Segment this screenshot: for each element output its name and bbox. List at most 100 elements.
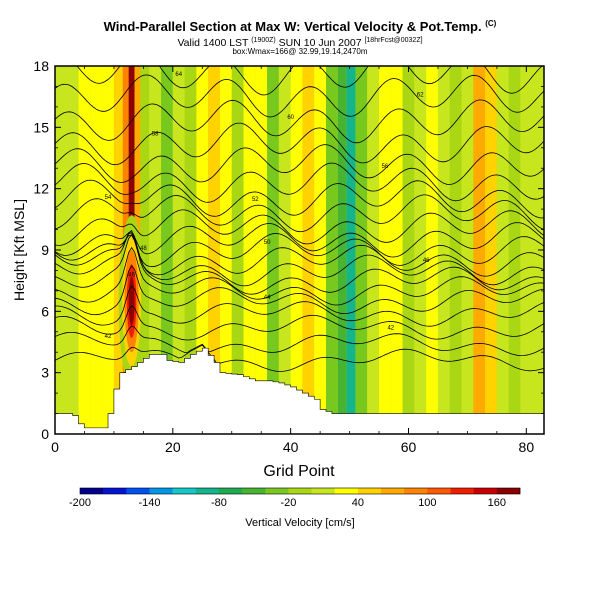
y-tick-label: 15 — [33, 119, 49, 135]
colorbar-tick-label: 160 — [488, 497, 506, 509]
w-column — [520, 66, 533, 434]
colorbar-tick-label: 40 — [352, 497, 364, 509]
isentrope-line — [55, 74, 544, 118]
colorbar-swatch — [172, 488, 197, 494]
colorbar-swatch — [311, 488, 336, 494]
w-column — [426, 66, 438, 434]
x-tick-label: 20 — [165, 439, 181, 455]
colorbar-swatch — [265, 488, 289, 494]
isentrope-label: 60 — [287, 115, 294, 121]
colorbar-swatch — [496, 488, 521, 494]
w-column — [390, 66, 403, 434]
w-column — [90, 66, 103, 434]
colorbar-tick-label: -200 — [69, 497, 91, 509]
colorbar-swatch — [242, 488, 266, 494]
isentrope-label: 48 — [140, 246, 147, 252]
w-column — [149, 66, 162, 434]
w-column — [161, 66, 173, 434]
updraft-core — [128, 276, 135, 326]
colorbar-swatch — [103, 488, 127, 494]
w-column — [231, 66, 244, 434]
w-column — [379, 66, 391, 434]
isentrope-label: 42 — [105, 334, 112, 340]
colorbar: -200 -140 -80 -20 40 100 160 — [69, 487, 521, 509]
w-column — [208, 66, 220, 434]
y-tick-label: 12 — [33, 181, 49, 197]
colorbar-swatch — [218, 488, 243, 494]
w-column — [496, 66, 509, 434]
valid-time: Valid 1400 LST — [177, 37, 249, 49]
isentrope-line — [55, 246, 544, 306]
colorbar-swatch — [195, 488, 220, 494]
isentrope-label: 58 — [152, 131, 159, 137]
x-tick-label: 60 — [401, 439, 417, 455]
colorbar-swatch — [427, 488, 451, 494]
terrain-profile — [55, 347, 544, 434]
colorbar-swatch — [80, 488, 104, 494]
colorbar-swatch — [334, 488, 359, 494]
y-axis-label: Height [Kft MSL] — [11, 199, 27, 301]
w-column — [219, 66, 232, 434]
isentrope-label: 46 — [423, 258, 430, 264]
box-max-info: box:Wmax=166@ 32.99,19.14,2470m — [232, 47, 368, 56]
y-tick-label: 18 — [33, 58, 49, 74]
w-column — [184, 66, 197, 434]
chart-subtitle: Valid 1400 LST (1900Z) SUN 10 Jun 2007 [… — [0, 37, 600, 49]
w-column — [140, 66, 150, 434]
terrain — [55, 347, 544, 434]
isentrope-line — [55, 222, 544, 258]
x-tick-label: 0 — [51, 439, 59, 455]
w-column — [437, 66, 450, 434]
colorbar-swatch — [149, 488, 173, 494]
valid-date: SUN 10 Jun 2007 — [278, 37, 362, 49]
isentrope-line — [55, 144, 544, 185]
isentrope-label: 50 — [264, 240, 271, 246]
chart-title-note: (C) — [485, 19, 497, 28]
w-column — [346, 66, 356, 434]
isentrope-label: 54 — [105, 195, 112, 201]
colorbar-tick-label: -140 — [138, 497, 160, 509]
w-column — [66, 66, 79, 434]
forecast-info: [18hrFcst@0032Z] — [364, 37, 423, 44]
isentrope-label: 64 — [175, 72, 182, 78]
isentrope-line — [55, 194, 544, 233]
isentrope-line — [55, 305, 544, 341]
colorbar-swatch — [357, 488, 382, 494]
isentrope-line — [55, 209, 544, 246]
colorbar-swatch — [404, 488, 428, 494]
colorbar-label: Vertical Velocity [cm/s] — [245, 517, 354, 529]
w-column — [255, 66, 268, 434]
isentrope-line — [55, 229, 544, 287]
isentrope-line — [55, 233, 544, 268]
w-column — [326, 66, 338, 434]
potential-temperature-contours: 42 42 44 46 46 48 50 52 54 56 58 60 62 64 — [55, 66, 544, 372]
w-column — [473, 66, 486, 434]
w-column — [278, 66, 291, 434]
isentrope-label: 44 — [264, 295, 271, 301]
colorbar-swatch — [126, 488, 150, 494]
y-tick-label: 0 — [41, 426, 49, 442]
chart-title-text: Wind-Parallel Section at Max W: Vertical… — [103, 19, 482, 34]
isentrope-line — [55, 122, 544, 166]
isentrope-line — [55, 285, 544, 327]
w-column — [290, 66, 303, 434]
isentrope-line — [55, 325, 544, 357]
w-column — [337, 66, 347, 434]
w-column — [196, 66, 209, 434]
w-column — [367, 66, 380, 434]
isentrope-line — [55, 162, 544, 203]
w-column — [461, 66, 474, 434]
colorbar-swatch — [288, 488, 312, 494]
w-column — [78, 66, 91, 434]
w-column — [113, 66, 123, 434]
colorbar-tick-label: -80 — [211, 497, 227, 509]
colorbar-swatch — [450, 488, 474, 494]
chart-title: Wind-Parallel Section at Max W: Vertical… — [0, 19, 600, 34]
x-tick-label: 40 — [283, 439, 299, 455]
isentrope-label: 56 — [382, 164, 389, 170]
isentrope-line — [55, 179, 544, 219]
axes: 0 20 40 60 80 0 3 6 9 12 15 18 — [33, 58, 544, 455]
isentrope-line — [55, 99, 544, 144]
isentrope-line — [55, 344, 544, 372]
